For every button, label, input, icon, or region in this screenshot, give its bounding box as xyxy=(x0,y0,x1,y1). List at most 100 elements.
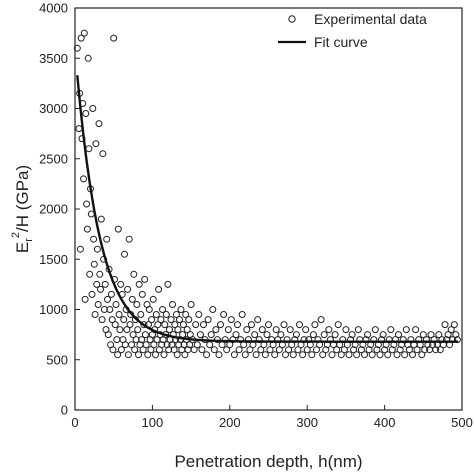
data-point xyxy=(111,321,119,329)
data-point xyxy=(90,235,98,243)
data-point xyxy=(94,301,102,308)
data-point xyxy=(172,311,180,318)
data-point xyxy=(142,341,150,349)
data-point xyxy=(152,311,160,318)
data-point xyxy=(234,321,241,329)
data-point xyxy=(88,290,96,298)
data-point xyxy=(340,346,348,354)
data-point xyxy=(212,326,220,334)
data-point xyxy=(165,326,173,334)
data-point xyxy=(444,331,452,339)
data-point xyxy=(368,351,376,359)
data-point xyxy=(365,346,373,354)
data-point xyxy=(93,245,101,253)
data-point xyxy=(342,326,350,334)
data-point xyxy=(379,331,387,339)
axes-layer: 0 100 200 300 400 500 0 500 1000 1500 2000 2500 3000… xyxy=(39,1,473,431)
data-point xyxy=(353,351,361,359)
data-point xyxy=(238,311,246,318)
data-point xyxy=(97,285,104,293)
data-point xyxy=(257,346,265,354)
data-point xyxy=(192,321,200,329)
y-tick-label: 3500 xyxy=(39,51,68,66)
data-point xyxy=(371,326,379,334)
data-point xyxy=(134,326,142,334)
data-point xyxy=(133,301,141,308)
data-point xyxy=(114,351,122,359)
data-point xyxy=(271,351,279,359)
data-point xyxy=(123,326,131,334)
data-point xyxy=(357,346,365,354)
data-point xyxy=(412,326,420,334)
data-point xyxy=(98,316,106,324)
data-point xyxy=(116,326,124,334)
data-point xyxy=(159,306,166,313)
data-point xyxy=(441,321,449,329)
data-point xyxy=(169,301,176,308)
data-point xyxy=(104,295,111,303)
data-point xyxy=(409,351,416,359)
x-tick-label: 300 xyxy=(296,415,318,430)
data-point xyxy=(296,321,303,329)
data-point xyxy=(95,120,103,128)
data-point xyxy=(258,326,266,334)
data-point xyxy=(248,321,255,329)
data-point xyxy=(150,341,158,349)
data-point xyxy=(337,351,345,359)
data-point xyxy=(93,280,101,288)
data-point xyxy=(108,316,116,324)
data-point xyxy=(135,280,143,288)
data-point xyxy=(402,326,410,334)
data-point xyxy=(272,326,280,334)
data-point xyxy=(289,351,297,359)
data-point xyxy=(251,331,259,339)
data-point xyxy=(182,311,190,318)
data-point xyxy=(282,351,289,359)
data-point xyxy=(165,346,173,354)
data-point xyxy=(308,351,316,359)
y-tick-label: 2000 xyxy=(39,202,68,217)
data-point xyxy=(210,346,218,354)
data-point xyxy=(121,250,128,258)
data-point xyxy=(76,245,84,253)
data-point xyxy=(275,346,283,354)
data-point xyxy=(294,346,302,354)
y-tick-label: 1000 xyxy=(39,302,68,317)
data-point xyxy=(135,351,142,359)
data-point xyxy=(174,326,182,334)
data-point xyxy=(354,326,362,334)
data-point xyxy=(207,331,215,339)
data-point xyxy=(198,346,206,354)
data-point xyxy=(265,321,272,329)
data-point xyxy=(97,215,105,223)
data-point xyxy=(243,326,251,334)
data-point xyxy=(82,110,90,117)
data-point xyxy=(109,346,117,354)
legend-marker-experimental xyxy=(288,15,296,23)
data-point xyxy=(220,311,228,318)
data-point xyxy=(361,351,368,359)
data-point xyxy=(333,346,341,354)
data-point xyxy=(83,200,91,208)
data-point xyxy=(396,346,404,354)
data-point xyxy=(322,346,330,354)
x-axis-title: Penetration depth, h(nm) xyxy=(174,452,362,471)
y-tick-label: 4000 xyxy=(39,1,68,16)
y-axis-title-base: E xyxy=(13,242,32,253)
data-point xyxy=(149,295,157,303)
data-point xyxy=(381,346,389,354)
data-point xyxy=(325,326,333,334)
data-point xyxy=(107,290,115,298)
x-tick-label: 500 xyxy=(451,415,473,430)
data-point xyxy=(83,225,91,233)
data-point xyxy=(129,331,137,339)
data-point xyxy=(170,346,178,354)
data-point xyxy=(124,285,132,293)
data-point xyxy=(421,346,429,354)
data-point xyxy=(309,331,317,339)
data-point xyxy=(131,346,139,354)
data-point xyxy=(179,321,187,329)
data-point xyxy=(252,351,260,359)
